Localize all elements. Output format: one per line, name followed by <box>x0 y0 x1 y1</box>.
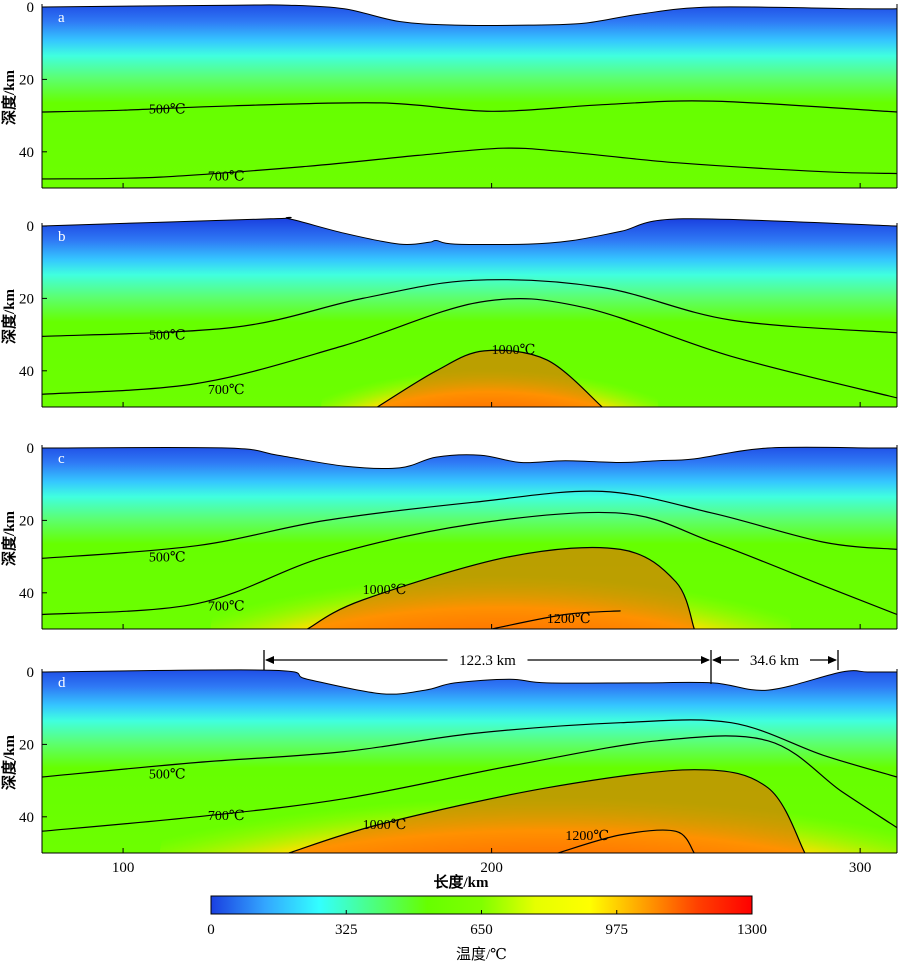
contour-1000℃ <box>377 349 603 407</box>
y-tick-label: 40 <box>19 364 34 380</box>
contour-500℃ <box>42 279 897 338</box>
contour-label: 700℃ <box>208 169 245 184</box>
contour-500℃ <box>42 719 897 778</box>
panel-letter: a <box>58 10 65 26</box>
panel-b: 500℃ 700℃ 1000℃ b 0 20 40 深度/km <box>0 216 898 408</box>
panel-letter: d <box>58 675 66 691</box>
scale-34-label: 34.6 km <box>750 653 800 669</box>
x-axis-title: 长度/km <box>433 873 489 891</box>
y-tick-label: 0 <box>27 0 35 16</box>
y-tick-label: 20 <box>19 291 34 307</box>
colorbar-tick-label: 0 <box>207 922 215 938</box>
contour-label: 500℃ <box>149 767 186 782</box>
surface-line <box>41 4 898 26</box>
scale-34-arrow-left <box>712 656 721 664</box>
y-axis-title: 深度/km <box>0 510 18 566</box>
colorbar-tick-label: 1300 <box>737 922 767 938</box>
y-tick-label: 20 <box>19 72 34 88</box>
y-axis-title: 深度/km <box>0 288 18 344</box>
contour-500℃ <box>42 490 897 560</box>
contour-1200℃ <box>491 610 621 629</box>
contour-label: 1000℃ <box>363 818 407 833</box>
contour-label: 500℃ <box>149 102 186 117</box>
colorbar-title: 温度/℃ <box>456 946 507 963</box>
y-tick-label: 0 <box>27 441 35 457</box>
y-tick-label: 40 <box>19 810 34 826</box>
y-tick-label: 0 <box>27 665 35 681</box>
temperature-field <box>42 4 897 188</box>
x-tick-label: 100 <box>112 860 135 876</box>
contour-label: 500℃ <box>149 551 186 566</box>
contour-500℃ <box>42 100 897 113</box>
scale-34-arrow-right <box>828 656 837 664</box>
contour-1200℃ <box>557 829 695 853</box>
contour-1000℃ <box>288 769 806 853</box>
contour-label: 1200℃ <box>547 612 591 627</box>
surface-line <box>41 446 897 470</box>
colorbar-tick-label: 325 <box>335 922 358 938</box>
contour-700℃ <box>42 297 897 399</box>
y-tick-label: 20 <box>19 513 34 529</box>
scale-122-arrow-left <box>265 656 274 664</box>
panel-d: 500℃ 700℃ 1000℃ 1200℃ d 0 20 40 深度/km <box>0 665 898 854</box>
contour-700℃ <box>42 147 897 180</box>
panel-letter: b <box>58 229 66 245</box>
contour-label: 700℃ <box>208 383 245 398</box>
hot-core <box>288 769 805 853</box>
surface-line <box>41 669 897 695</box>
contour-700℃ <box>42 735 897 832</box>
y-axis-title: 深度/km <box>0 69 18 125</box>
panel-c: 500℃ 700℃ 1000℃ 1200℃ c 0 20 40 深度/km <box>0 441 898 630</box>
scale-122-label: 122.3 km <box>459 653 516 669</box>
y-tick-label: 40 <box>19 586 34 602</box>
panel-letter: c <box>58 451 65 467</box>
x-tick-label: 200 <box>480 860 503 876</box>
contour-label: 1000℃ <box>363 583 407 598</box>
x-tick-label: 300 <box>849 860 872 876</box>
contour-700℃ <box>42 511 897 616</box>
contour-label: 700℃ <box>208 809 245 824</box>
contour-label: 1000℃ <box>492 343 536 358</box>
contour-label: 1200℃ <box>565 829 609 844</box>
contour-1000℃ <box>307 546 695 629</box>
y-tick-label: 0 <box>27 219 35 235</box>
hot-core <box>377 350 603 407</box>
y-tick-label: 20 <box>19 737 34 753</box>
hot-core <box>307 547 695 629</box>
contour-label: 500℃ <box>149 329 186 344</box>
contour-label: 700℃ <box>208 599 245 614</box>
y-tick-label: 40 <box>19 145 34 161</box>
y-axis-title: 深度/km <box>0 734 18 790</box>
scale-122-arrow-right <box>701 656 710 664</box>
colorbar-tick-label: 650 <box>470 922 493 938</box>
colorbar-tick-label: 975 <box>606 922 629 938</box>
panel-a: 500℃ 700℃ a 0 20 40 深度/km <box>0 0 898 189</box>
surface-line <box>41 216 898 246</box>
